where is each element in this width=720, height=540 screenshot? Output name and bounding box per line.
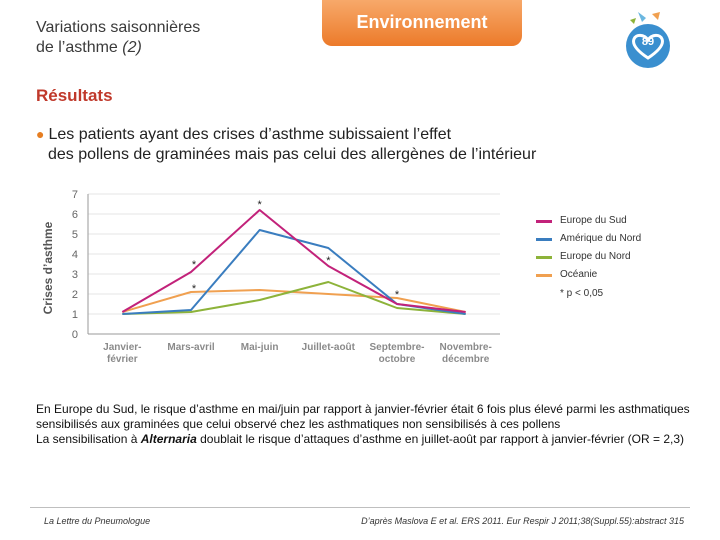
section-tab-label: Environnement (356, 12, 488, 32)
significance-asterisk: * (192, 283, 197, 295)
caption-alternaria: Alternaria (140, 432, 197, 446)
y-tick-label: 1 (72, 309, 78, 321)
significance-asterisk: * (326, 255, 331, 267)
legend-swatch (536, 220, 552, 223)
legend-label: Europe du Sud (560, 215, 627, 226)
legend-label: Amérique du Nord (560, 233, 642, 244)
footer-journal: La Lettre du Pneumologue (44, 516, 151, 526)
legend-swatch (536, 274, 552, 277)
y-tick-label: 2 (72, 289, 78, 301)
y-tick-label: 5 (72, 229, 78, 241)
slide-title-line2-main: de l’asthme (36, 39, 123, 56)
page-number-badge: 89 (641, 36, 655, 48)
legend-swatch (536, 256, 552, 259)
y-tick-label: 3 (72, 269, 78, 281)
caption-paragraph-1: En Europe du Sud, le risque d’asthme en … (36, 402, 690, 431)
x-tick-label: Juillet-août (302, 342, 356, 353)
significance-note: * p < 0,05 (560, 288, 604, 299)
series-line (121, 209, 466, 313)
series-line (122, 281, 466, 315)
x-tick-label: Mars-avril (167, 342, 214, 353)
x-tick-label: Septembre-octobre (369, 342, 424, 365)
section-title: Résultats (36, 86, 113, 105)
legend-item: Océanie (536, 268, 706, 286)
y-tick-label: 7 (72, 189, 78, 201)
legend-item: Europe du Sud (536, 214, 706, 232)
slide-title-line1: Variations saisonnières (36, 19, 201, 36)
slide-title-line2: de l’asthme (2) (36, 38, 296, 58)
slide-title-part-number: (2) (122, 39, 142, 56)
legend-label: Océanie (560, 269, 598, 280)
legend-item: Europe du Nord (536, 250, 706, 268)
x-tick-label: Janvier-février (103, 342, 141, 365)
caption-paragraph-2: La sensibilisation à Alternaria doublait… (36, 432, 696, 447)
bullet-point: ● Les patients ayant des crises d’asthme … (36, 124, 676, 165)
significance-asterisk: * (192, 259, 197, 271)
heart-badge-icon (626, 12, 670, 68)
section-tab (322, 0, 522, 46)
legend-item: Amérique du Nord (536, 232, 706, 250)
legend-swatch (536, 238, 552, 241)
footer-divider (30, 507, 690, 508)
slide-title: Variations saisonnières de l’asthme (2) (36, 18, 296, 62)
y-axis-label: Crises d’asthme (41, 221, 55, 314)
bullet-line1: Les patients ayant des crises d’asthme s… (48, 126, 452, 143)
x-tick-label: Novembre-décembre (440, 342, 492, 365)
significance-asterisk: * (258, 199, 263, 211)
bullet-line2: des pollens de graminées mais pas celui … (48, 146, 537, 163)
caption-paragraph-2-start: La sensibilisation à (36, 432, 141, 446)
caption-paragraph-2-end: doublait le risque d’attaques d’asthme e… (196, 432, 685, 446)
y-tick-label: 6 (72, 209, 78, 221)
bullet-dot-icon: ● (36, 126, 45, 142)
chart-legend: Europe du Sud Amérique du Nord Europe du N… (536, 214, 706, 299)
legend-label: Europe du Nord (560, 251, 631, 262)
results-caption: En Europe du Sud, le risque d’asthme en … (36, 402, 696, 447)
footer-reference: D’après Maslova E et al. ERS 2011. Eur R… (361, 516, 684, 526)
y-tick-label: 4 (72, 249, 78, 261)
x-tick-label: Mai-juin (241, 342, 279, 353)
significance-asterisk: * (395, 289, 400, 301)
y-tick-label: 0 (72, 329, 78, 341)
asthma-seasonal-chart: Crises d’asthme 0 1 2 3 4 5 6 7 Janvier-février… (41, 189, 500, 365)
